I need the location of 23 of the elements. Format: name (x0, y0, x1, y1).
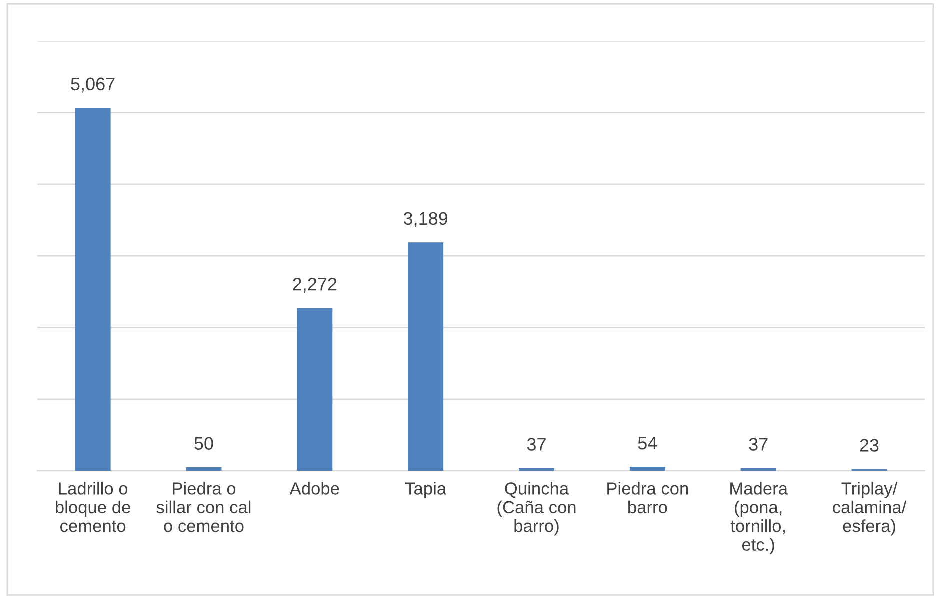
data-label: 37 (527, 438, 546, 451)
data-label: 5,067 (71, 78, 115, 93)
x-tick-label: Piedra o sillar con cal o cemento (156, 482, 251, 532)
x-tick-label: Madera (pona, tornillo, etc.) (730, 482, 788, 554)
x-tick-label: Piedra con barro (608, 482, 688, 514)
x-tick-label: Tapia (405, 482, 447, 498)
x-tick-label: Adobe (290, 482, 340, 495)
data-label: 37 (749, 438, 768, 451)
bar (75, 108, 111, 472)
data-label: 54 (638, 437, 658, 450)
x-tick-label: Ladrillo o bloque de cemento (56, 482, 130, 532)
data-label: 50 (194, 437, 214, 450)
data-label: 3,189 (404, 212, 448, 228)
data-label: 23 (860, 439, 879, 452)
x-tick-label: Triplay/ calamina/ esfera) (833, 482, 907, 536)
x-tick-label: Quincha (Caña con barro) (498, 482, 576, 536)
bar (186, 467, 222, 472)
bar (630, 467, 666, 472)
bar (408, 242, 444, 472)
bar (297, 308, 333, 472)
bar (740, 468, 776, 472)
bar (518, 468, 554, 472)
data-label: 2,272 (293, 278, 337, 293)
